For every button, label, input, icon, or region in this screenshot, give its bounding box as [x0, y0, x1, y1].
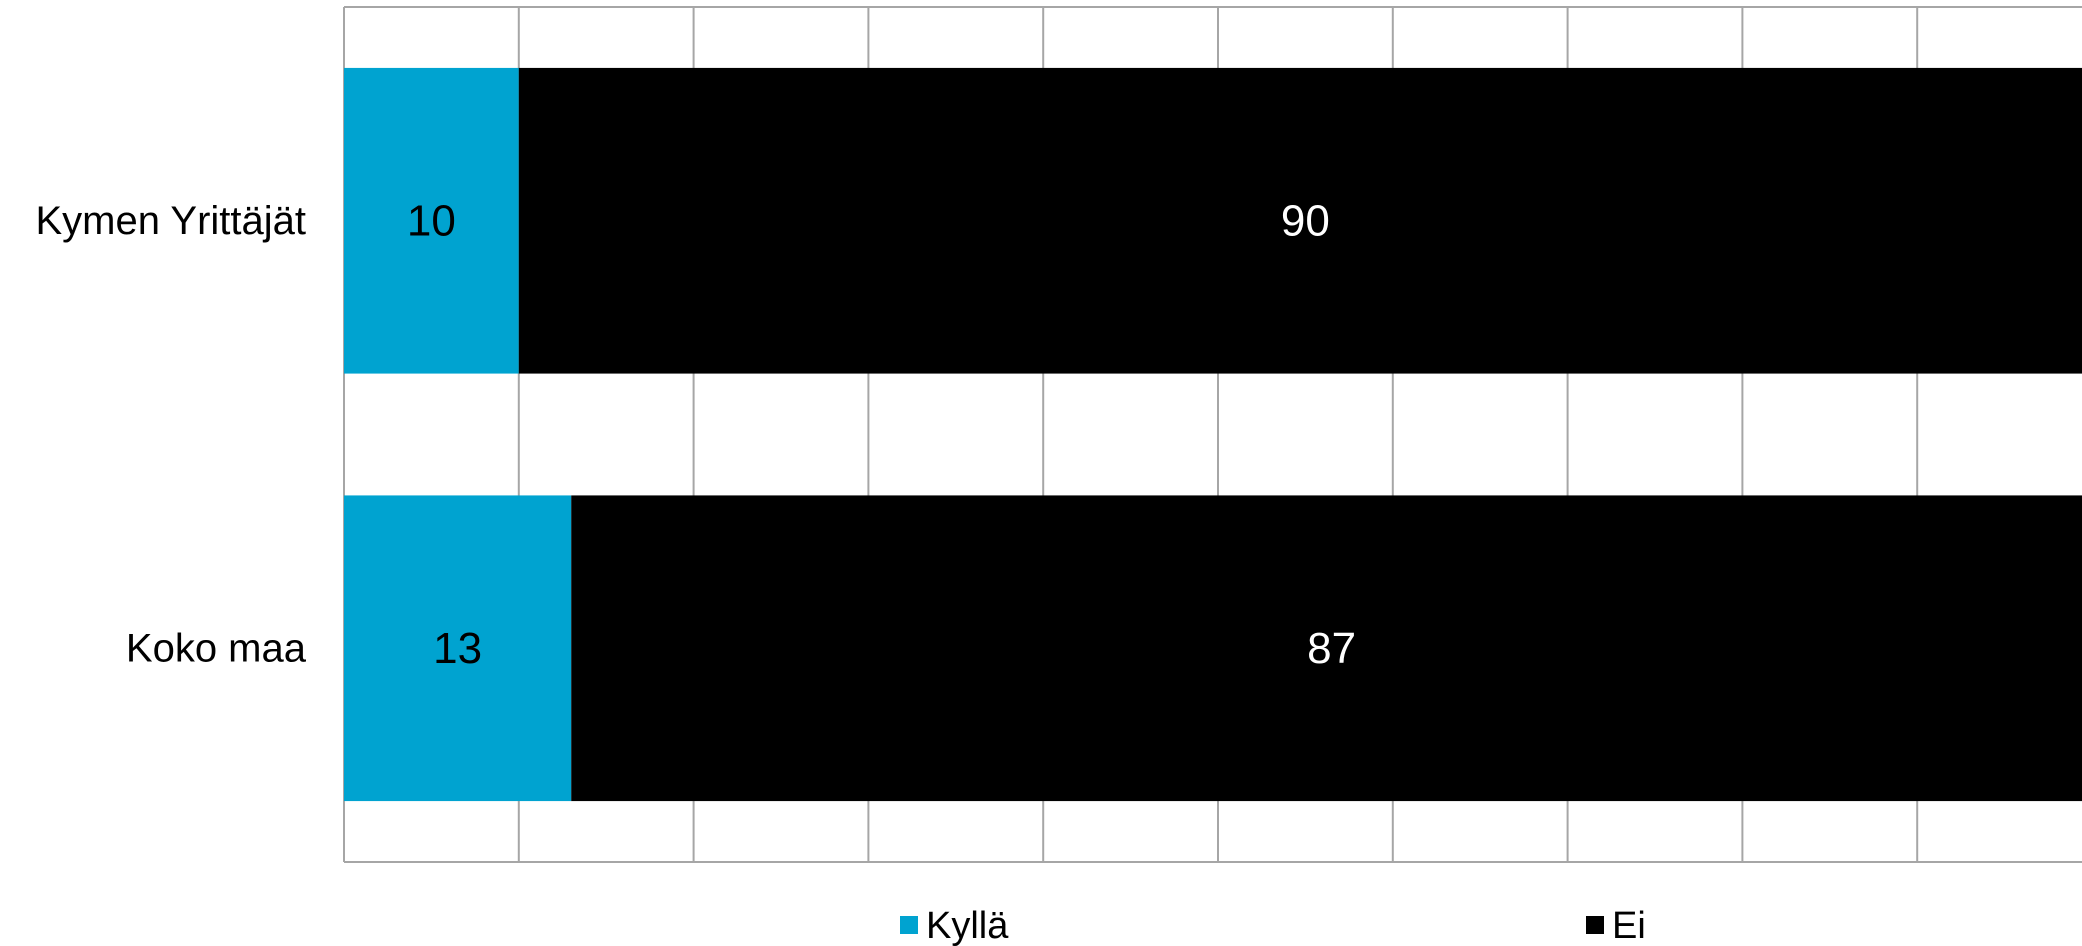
- data-label-ei-1: 87: [1307, 624, 1356, 673]
- category-label-0: Kymen Yrittäjät: [36, 199, 307, 243]
- legend: Kyllä Ei: [900, 905, 1646, 946]
- bar-segment-ei-1: [571, 495, 2082, 802]
- legend-label-kylla: Kyllä: [926, 905, 1009, 946]
- category-label-1: Koko maa: [126, 626, 307, 670]
- bar-segment-kylla-0: [344, 67, 519, 374]
- legend-swatch-ei: [1586, 916, 1604, 934]
- bar-segment-ei-0: [518, 67, 2082, 374]
- category-labels: Kymen Yrittäjät Koko maa: [36, 199, 307, 671]
- bar-segment-kylla-1: [344, 495, 572, 802]
- data-label-kylla-1: 13: [433, 624, 482, 673]
- bars: 10 90 13 87: [344, 67, 2082, 802]
- legend-label-ei: Ei: [1612, 905, 1646, 946]
- data-label-kylla-0: 10: [407, 196, 456, 245]
- legend-swatch-kylla: [900, 916, 918, 934]
- data-label-ei-0: 90: [1281, 196, 1330, 245]
